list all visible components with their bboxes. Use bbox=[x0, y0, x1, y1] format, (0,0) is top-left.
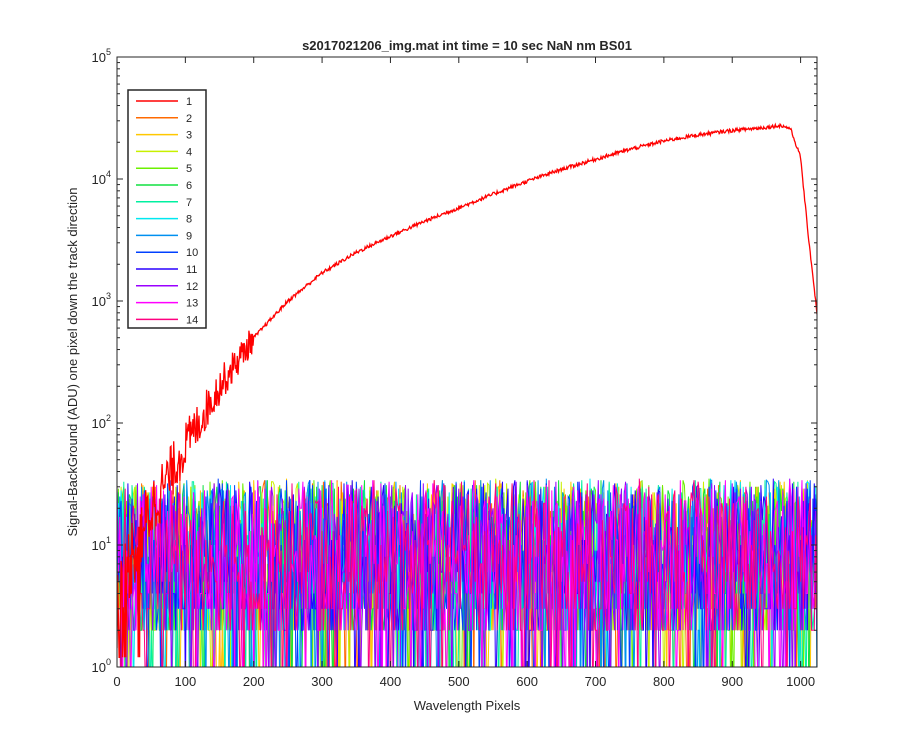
x-tick-label: 600 bbox=[516, 674, 538, 689]
legend-label-1: 1 bbox=[186, 96, 192, 108]
x-tick-label: 1000 bbox=[786, 674, 815, 689]
y-tick-label: 104 bbox=[92, 169, 111, 187]
legend-label-6: 6 bbox=[186, 180, 192, 192]
y-tick-label: 101 bbox=[92, 535, 111, 553]
legend-label-10: 10 bbox=[186, 247, 198, 259]
y-tick-base: 10 bbox=[92, 172, 106, 187]
legend-label-3: 3 bbox=[186, 130, 192, 142]
legend-label-12: 12 bbox=[186, 281, 198, 293]
y-tick-label: 103 bbox=[92, 291, 111, 309]
legend-label-8: 8 bbox=[186, 214, 192, 226]
y-tick-base: 10 bbox=[92, 660, 106, 675]
y-axis-label: Signal-BackGround (ADU) one pixel down t… bbox=[65, 187, 80, 536]
x-tick-label: 0 bbox=[113, 674, 120, 689]
main-series-group bbox=[117, 122, 817, 658]
y-tick-exponent: 0 bbox=[106, 657, 111, 667]
y-tick-base: 10 bbox=[92, 50, 106, 65]
legend-label-11: 11 bbox=[186, 264, 197, 276]
legend-label-14: 14 bbox=[186, 314, 198, 326]
y-tick-exponent: 1 bbox=[106, 535, 111, 545]
legend-label-7: 7 bbox=[186, 197, 192, 209]
x-tick-label: 400 bbox=[380, 674, 402, 689]
plot-frame bbox=[116, 56, 818, 668]
y-tick-exponent: 4 bbox=[106, 169, 111, 179]
x-tick-label: 200 bbox=[243, 674, 265, 689]
y-tick-base: 10 bbox=[92, 538, 106, 553]
x-tick-label: 300 bbox=[311, 674, 333, 689]
y-tick-label: 102 bbox=[92, 413, 111, 431]
y-tick-label: 100 bbox=[92, 657, 111, 675]
x-tick-label: 100 bbox=[175, 674, 197, 689]
x-tick-label: 800 bbox=[653, 674, 675, 689]
chart-title: s2017021206_img.mat int time = 10 sec Na… bbox=[302, 38, 632, 53]
y-tick-base: 10 bbox=[92, 416, 106, 431]
series-line-13 bbox=[117, 480, 817, 667]
y-tick-base: 10 bbox=[92, 294, 106, 309]
y-tick-exponent: 2 bbox=[106, 413, 111, 423]
x-tick-label: 900 bbox=[721, 674, 743, 689]
y-tick-exponent: 3 bbox=[106, 291, 111, 301]
legend-label-13: 13 bbox=[186, 298, 198, 310]
noise-series-group bbox=[117, 478, 817, 667]
x-tick-label: 700 bbox=[585, 674, 607, 689]
legend-label-5: 5 bbox=[186, 163, 192, 175]
x-axis: 0 100 200 300 400 500 600 700 800 900 1000 bbox=[113, 57, 815, 689]
x-tick-label: 500 bbox=[448, 674, 470, 689]
legend-box bbox=[127, 89, 207, 329]
legend-label-2: 2 bbox=[186, 113, 192, 125]
y-tick-label: 105 bbox=[92, 47, 111, 65]
legend-label-4: 4 bbox=[186, 146, 192, 158]
y-tick-exponent: 5 bbox=[106, 47, 111, 57]
x-axis-label: Wavelength Pixels bbox=[414, 698, 521, 713]
legend-label-9: 9 bbox=[186, 230, 192, 242]
series-line-14 bbox=[117, 478, 817, 667]
series-line-1 bbox=[117, 122, 817, 658]
